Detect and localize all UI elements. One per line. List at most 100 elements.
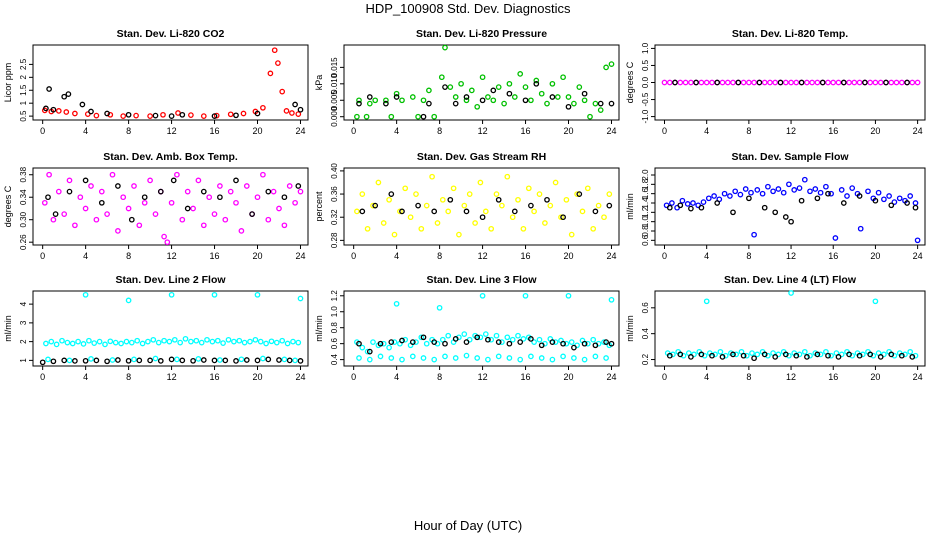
data-point [576,191,583,197]
data-point [891,352,898,359]
data-point [96,338,103,345]
data-point [601,339,607,345]
data-point [356,340,362,347]
data-point [538,90,545,97]
data-point [544,196,550,203]
chart-title: Stan. Dev. Li-820 Pressure [416,28,547,40]
data-point [50,216,57,223]
data-point [439,196,446,203]
data-point [742,186,749,192]
data-point [260,171,266,178]
data-point [688,205,694,212]
data-point [276,205,282,212]
data-point [877,79,884,86]
data-point [558,214,564,221]
data-point [61,211,68,217]
data-point [838,187,845,193]
data-point [698,351,705,358]
data-point [531,208,537,215]
data-point [273,339,280,346]
data-point [568,339,575,345]
y-tick-label: 0.36 [330,186,339,202]
data-point [233,177,239,184]
data-point [450,185,457,192]
y-axis-label: ml/min [625,193,635,220]
data-point [184,205,191,212]
data-point [445,332,452,339]
data-point [608,100,615,107]
y-tick-label: 1.5 [19,84,28,96]
x-tick-label: 12 [786,372,796,382]
data-point [52,211,59,217]
data-point [798,79,805,86]
data-point [870,352,877,359]
data-point [703,79,710,86]
data-point [260,104,266,111]
data-point [754,351,761,358]
data-point [672,79,678,86]
data-point [506,355,513,361]
data-point [157,358,164,364]
data-point [865,188,871,195]
data-point [690,200,696,206]
data-point [846,351,852,358]
data-point [709,352,715,359]
data-point [468,87,475,94]
data-point [579,208,586,215]
data-point [188,338,194,345]
data-point [705,195,712,202]
data-point [297,358,304,364]
data-point [730,351,736,358]
data-point [295,183,302,189]
data-point [377,340,384,347]
data-point [746,79,752,86]
data-point [584,185,591,192]
data-point [552,339,559,345]
data-point [761,204,768,211]
data-point [359,208,366,215]
data-point [45,356,51,363]
y-tick-label: 2.5 [19,58,28,70]
data-point [525,185,532,192]
data-point [761,79,768,86]
data-point [125,205,132,212]
data-point [48,338,55,345]
data-point [493,332,500,339]
data-point [120,113,127,119]
x-tick-label: 4 [394,372,399,382]
data-point [777,79,784,86]
data-point [751,79,757,86]
y-tick-label: 0.28 [330,232,339,248]
x-tick-label: 8 [126,251,131,261]
data-point [174,356,180,363]
data-point [431,339,438,345]
chart-title: Stan. Dev. Line 3 Flow [426,274,537,286]
data-point [581,340,588,347]
data-point [846,79,852,86]
data-point [136,222,143,229]
data-point [807,352,813,359]
data-point [160,111,166,118]
data-point [517,356,524,363]
data-point [898,79,905,86]
data-point [563,196,570,203]
x-tick-label: 12 [167,126,177,136]
data-point [851,79,858,86]
x-tick-label: 24 [295,126,305,136]
y-tick-label: -0.5 [641,92,650,106]
data-point [227,111,234,118]
chart-panel-2: Stan. Dev. Li-820 Pressure kPa 0 4 8 12 16 20 24… [314,28,620,136]
y-tick-label: 0.4 [641,328,650,340]
data-point [565,94,572,100]
data-point [436,304,443,311]
y-tick-label: -1.0 [641,109,650,123]
data-point [271,47,278,54]
chart-title: Stan. Dev. Amb. Box Temp. [103,151,238,163]
y-tick-label: 0.0 [641,76,650,88]
x-tick-label: 20 [253,126,263,136]
data-point [399,356,405,363]
data-point [104,211,110,217]
data-point [179,111,186,118]
data-point [168,113,175,119]
x-tick-label: 4 [83,372,88,382]
